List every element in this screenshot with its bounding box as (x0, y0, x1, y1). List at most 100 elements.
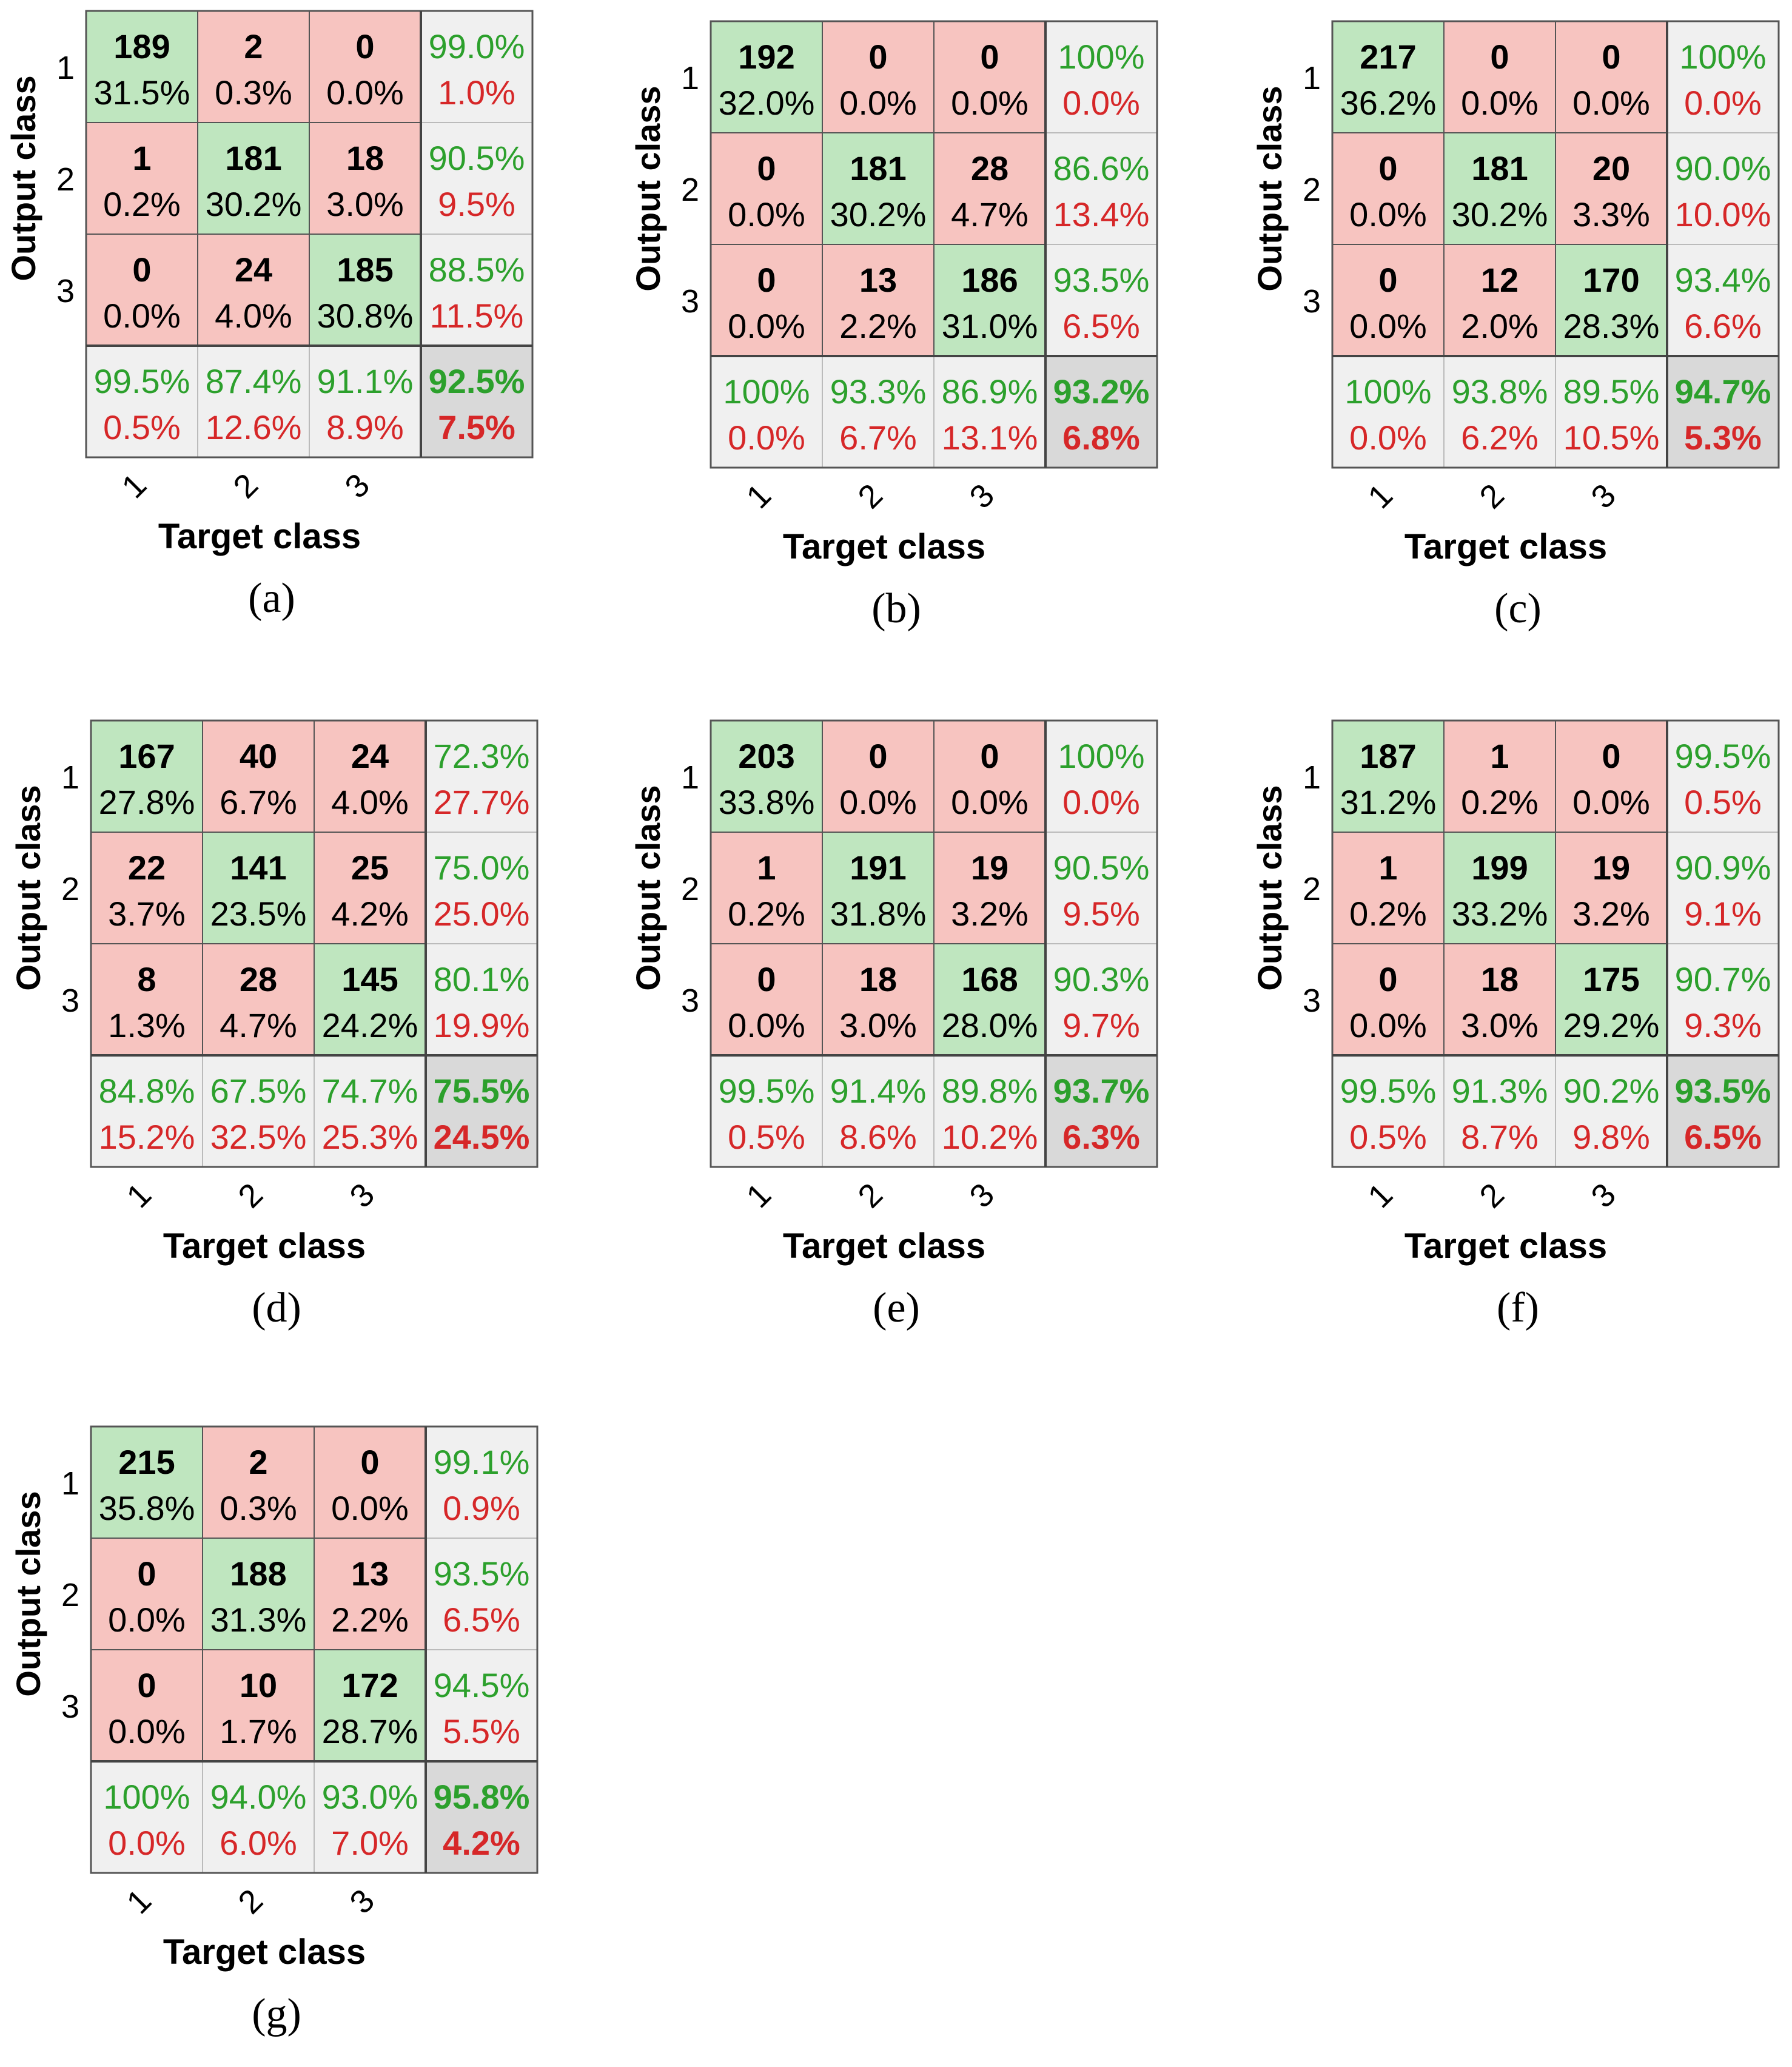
column-summary-cell (86, 345, 198, 458)
column-recall: 84.8% (99, 1072, 195, 1110)
cell-count: 1 (1378, 849, 1397, 887)
output-class-axis-label: Output class (629, 785, 667, 990)
column-tick-label: 1 (119, 1176, 158, 1215)
cell-percent: 2.0% (1461, 307, 1539, 345)
row-precision: 93.4% (1675, 261, 1771, 299)
column-tick-label: 2 (1472, 477, 1511, 516)
cell-percent: 0.0% (1349, 307, 1427, 345)
misclassified-cell (822, 244, 935, 357)
column-error: 6.0% (220, 1824, 297, 1862)
column-recall: 93.8% (1452, 372, 1548, 411)
cell-percent: 29.2% (1563, 1006, 1660, 1044)
cell-percent: 30.2% (830, 195, 927, 234)
cell-count: 0 (980, 737, 999, 775)
column-recall: 74.7% (322, 1072, 418, 1110)
row-precision: 90.5% (429, 139, 525, 177)
row-tick-label: 1 (1303, 60, 1321, 96)
row-precision: 86.6% (1053, 149, 1150, 187)
row-precision: 93.5% (1053, 261, 1150, 299)
cell-count: 18 (346, 139, 384, 177)
column-summary-cell (90, 1761, 203, 1874)
column-recall: 93.3% (830, 372, 927, 411)
cell-percent: 0.0% (1349, 1006, 1427, 1044)
cell-count: 145 (341, 960, 398, 998)
column-error: 10.2% (942, 1118, 1038, 1156)
cell-percent: 33.2% (1452, 895, 1548, 933)
column-tick-label: 2 (231, 1882, 270, 1921)
cell-percent: 3.2% (951, 895, 1029, 933)
misclassified-cell (822, 21, 935, 133)
cell-percent: 3.3% (1572, 195, 1650, 234)
misclassified-cell (933, 720, 1046, 833)
row-precision: 94.5% (434, 1666, 530, 1704)
cell-count: 215 (118, 1443, 175, 1481)
cell-count: 1 (757, 849, 776, 887)
matrix-frame (1331, 20, 1780, 469)
row-tick-label: 2 (681, 172, 699, 208)
misclassified-cell (197, 10, 310, 123)
cell-percent: 0.0% (951, 84, 1029, 122)
correct-cell (314, 1649, 426, 1762)
column-tick-label: 3 (343, 1882, 381, 1921)
cell-count: 0 (757, 261, 776, 299)
column-tick-label: 2 (226, 466, 265, 505)
row-precision: 93.5% (434, 1554, 530, 1593)
overall-cell (1045, 1055, 1158, 1168)
cell-percent: 0.0% (728, 307, 805, 345)
row-error: 19.9% (434, 1006, 530, 1044)
correct-cell (86, 10, 198, 123)
row-error: 27.7% (434, 783, 530, 821)
row-error: 1.0% (438, 73, 515, 112)
row-summary-cell (1666, 132, 1779, 245)
column-recall: 89.5% (1563, 372, 1660, 411)
cell-count: 172 (341, 1666, 398, 1704)
cell-percent: 0.0% (1572, 783, 1650, 821)
cell-count: 0 (355, 27, 374, 66)
cell-percent: 31.8% (830, 895, 927, 933)
cell-count: 0 (1378, 261, 1397, 299)
column-tick-label: 2 (231, 1176, 270, 1215)
cell-count: 12 (1481, 261, 1519, 299)
row-tick-label: 2 (61, 871, 79, 907)
row-summary-cell (420, 234, 533, 346)
row-error: 9.5% (1062, 895, 1140, 933)
row-summary-cell (425, 1649, 538, 1762)
cell-count: 186 (961, 261, 1018, 299)
row-tick-label: 3 (56, 273, 75, 309)
cell-percent: 2.2% (331, 1601, 409, 1639)
row-summary-cell (1045, 720, 1158, 833)
cell-percent: 0.2% (1349, 895, 1427, 933)
cell-percent: 36.2% (1340, 84, 1437, 122)
overall-error: 5.3% (1684, 418, 1762, 457)
cell-percent: 0.0% (728, 195, 805, 234)
output-class-axis-label: Output class (1250, 785, 1289, 990)
output-class-axis-label: Output class (1250, 86, 1289, 291)
cell-count: 181 (1471, 149, 1528, 187)
cell-percent: 1.7% (220, 1712, 297, 1750)
cell-count: 0 (868, 38, 887, 76)
row-tick-label: 3 (681, 283, 699, 320)
row-tick-label: 2 (1303, 871, 1321, 907)
column-tick-label: 2 (851, 1176, 890, 1215)
column-tick-label: 1 (115, 466, 153, 505)
cell-percent: 32.0% (719, 84, 815, 122)
row-precision: 90.9% (1675, 849, 1771, 887)
column-summary-cell (309, 345, 421, 458)
row-precision: 100% (1679, 38, 1766, 76)
confusion-matrix-panel: 187 31.2% 1 0.2% 0 0.0% 1 0.2% 199 33.2% 19 3.2% 0 0.… (1250, 719, 1780, 1331)
cell-percent: 30.2% (206, 185, 302, 223)
cell-count: 217 (1360, 38, 1416, 76)
misclassified-cell (1443, 244, 1556, 357)
overall-accuracy: 92.5% (429, 362, 525, 400)
target-class-axis-label: Target class (1404, 1226, 1607, 1266)
column-error: 8.6% (839, 1118, 917, 1156)
row-error: 0.9% (443, 1489, 520, 1527)
confusion-matrix-panel: 21736.2%00.0%00.0%00.0%18130.2%203.3%00.… (1250, 20, 1780, 632)
column-error: 0.0% (728, 418, 805, 457)
matrix-frame (710, 719, 1158, 1168)
row-tick-label: 1 (61, 759, 79, 796)
column-error: 0.0% (1349, 418, 1427, 457)
column-summary-cell (1555, 1055, 1668, 1168)
row-summary-cell (1045, 21, 1158, 133)
cell-percent: 3.0% (326, 185, 404, 223)
